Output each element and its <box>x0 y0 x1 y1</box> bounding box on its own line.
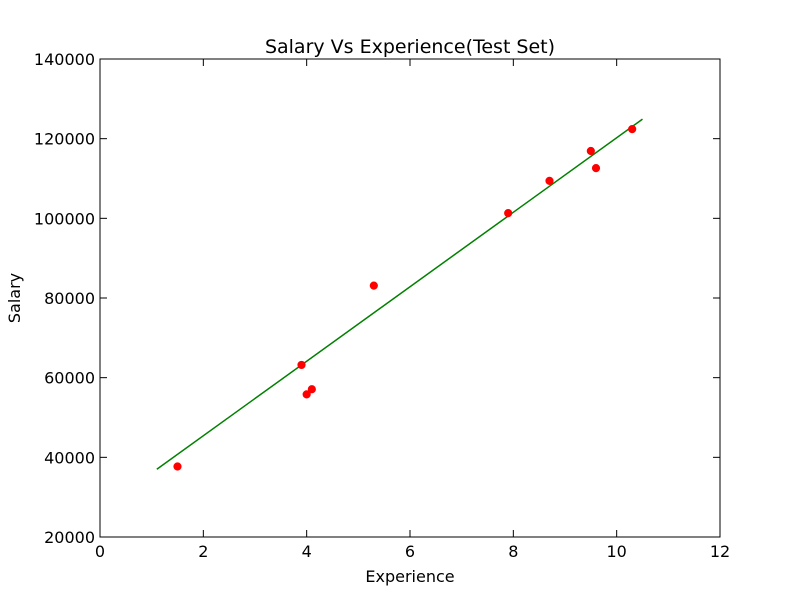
y-tick-label: 80000 <box>44 289 95 308</box>
y-tick-label: 100000 <box>34 209 95 228</box>
data-point <box>586 146 595 156</box>
data-point <box>297 360 306 370</box>
y-axis-label: Salary <box>5 273 24 323</box>
data-point <box>628 125 637 134</box>
y-tick-label: 140000 <box>34 50 95 69</box>
y-tick-label: 60000 <box>44 369 95 388</box>
x-tick-label: 8 <box>508 542 518 561</box>
chart-title: Salary Vs Experience(Test Set) <box>265 36 555 58</box>
data-point <box>504 209 513 218</box>
y-tick-label: 40000 <box>44 448 95 467</box>
x-axis-label: Experience <box>365 567 454 586</box>
y-tick-label: 120000 <box>34 130 95 149</box>
x-tick-label: 10 <box>606 542 626 561</box>
regression-line <box>156 118 643 470</box>
data-point <box>302 390 311 399</box>
data-point <box>545 176 554 185</box>
data-point <box>591 164 601 173</box>
data-point <box>369 281 378 290</box>
axis-ticks: 0 2 4 6 8 10 12 20000 40000 60000 80000 100000 12000… <box>34 50 730 561</box>
x-tick-label: 2 <box>198 542 208 561</box>
data-marks <box>156 118 643 471</box>
x-tick-label: 6 <box>405 542 415 561</box>
data-point <box>173 462 182 471</box>
y-tick-label: 20000 <box>44 528 95 547</box>
x-tick-label: 0 <box>95 542 105 561</box>
x-tick-label: 4 <box>302 542 312 561</box>
data-point <box>307 385 316 394</box>
x-tick-label: 12 <box>710 542 730 561</box>
